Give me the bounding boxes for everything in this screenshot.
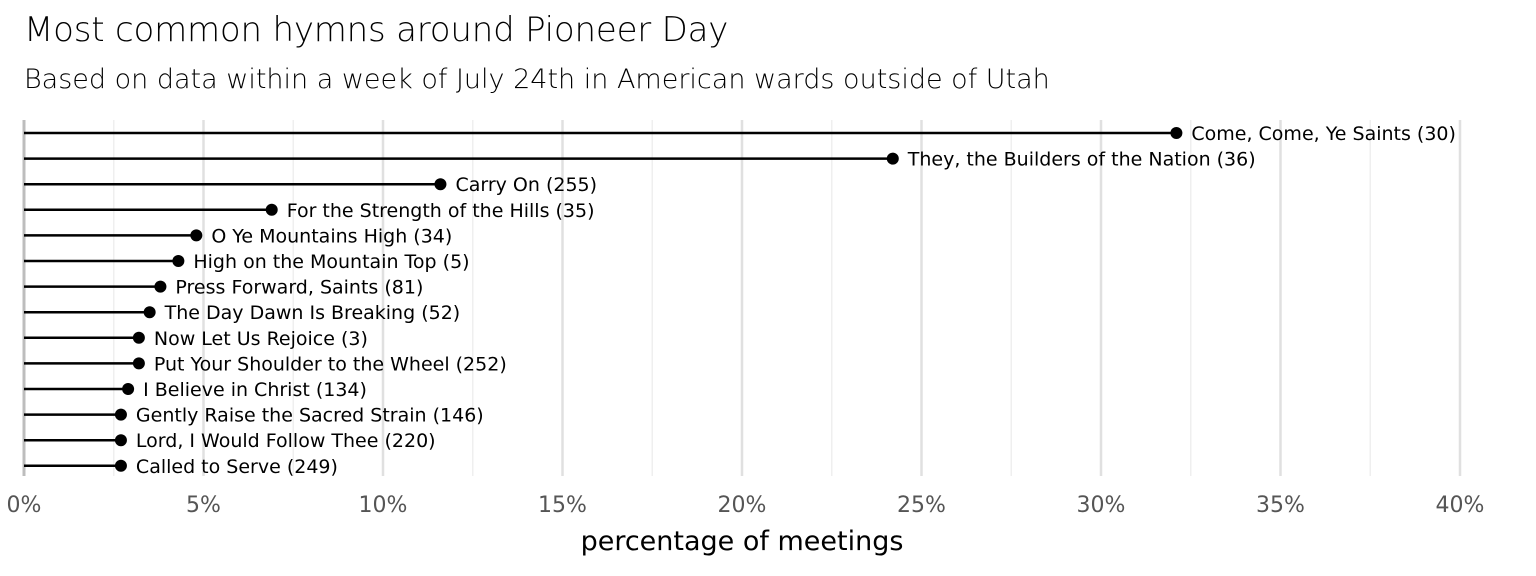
data-point	[266, 204, 278, 216]
point-label: Press Forward, Saints (81)	[175, 277, 423, 299]
point-label: High on the Mountain Top (5)	[193, 251, 469, 273]
x-tick-label: 35%	[1256, 493, 1305, 518]
x-tick-label: 30%	[1077, 493, 1126, 518]
data-point	[133, 357, 145, 369]
data-point	[122, 383, 134, 395]
point-label: Put Your Shoulder to the Wheel (252)	[154, 353, 507, 375]
data-point	[115, 434, 127, 446]
data-point	[190, 229, 202, 241]
data-point	[115, 409, 127, 421]
x-tick-label: 5%	[186, 493, 221, 518]
point-label: O Ye Mountains High (34)	[211, 225, 452, 247]
point-label: Now Let Us Rejoice (3)	[154, 328, 368, 350]
point-label: For the Strength of the Hills (35)	[287, 200, 595, 222]
point-label: Called to Serve (249)	[136, 456, 338, 478]
point-label: Carry On (255)	[455, 174, 597, 196]
point-label: I Believe in Christ (134)	[143, 379, 367, 401]
data-point	[172, 255, 184, 267]
point-label: Lord, I Would Follow Thee (220)	[136, 430, 436, 452]
x-axis-title: percentage of meetings	[581, 526, 904, 557]
x-tick-label: 40%	[1436, 493, 1485, 518]
x-tick-label: 15%	[538, 493, 587, 518]
point-label: Come, Come, Ye Saints (30)	[1191, 123, 1456, 145]
x-tick-label: 10%	[359, 493, 408, 518]
x-tick-label: 0%	[7, 493, 42, 518]
data-point	[144, 306, 156, 318]
data-point	[115, 460, 127, 472]
point-label: Gently Raise the Sacred Strain (146)	[136, 405, 484, 427]
x-tick-label: 25%	[897, 493, 946, 518]
data-point	[887, 153, 899, 165]
x-axis-ticks: 0% 5% 10% 15% 20% 25% 30% 35% 40%	[7, 493, 1485, 518]
lollipop-marks: Come, Come, Ye Saints (30) They, the Buil…	[24, 123, 1456, 478]
data-point	[154, 281, 166, 293]
point-label: They, the Builders of the Nation (36)	[907, 149, 1256, 171]
point-label: The Day Dawn Is Breaking (52)	[164, 302, 461, 324]
data-point	[133, 332, 145, 344]
data-point	[434, 178, 446, 190]
x-tick-label: 20%	[718, 493, 767, 518]
data-point	[1170, 127, 1182, 139]
